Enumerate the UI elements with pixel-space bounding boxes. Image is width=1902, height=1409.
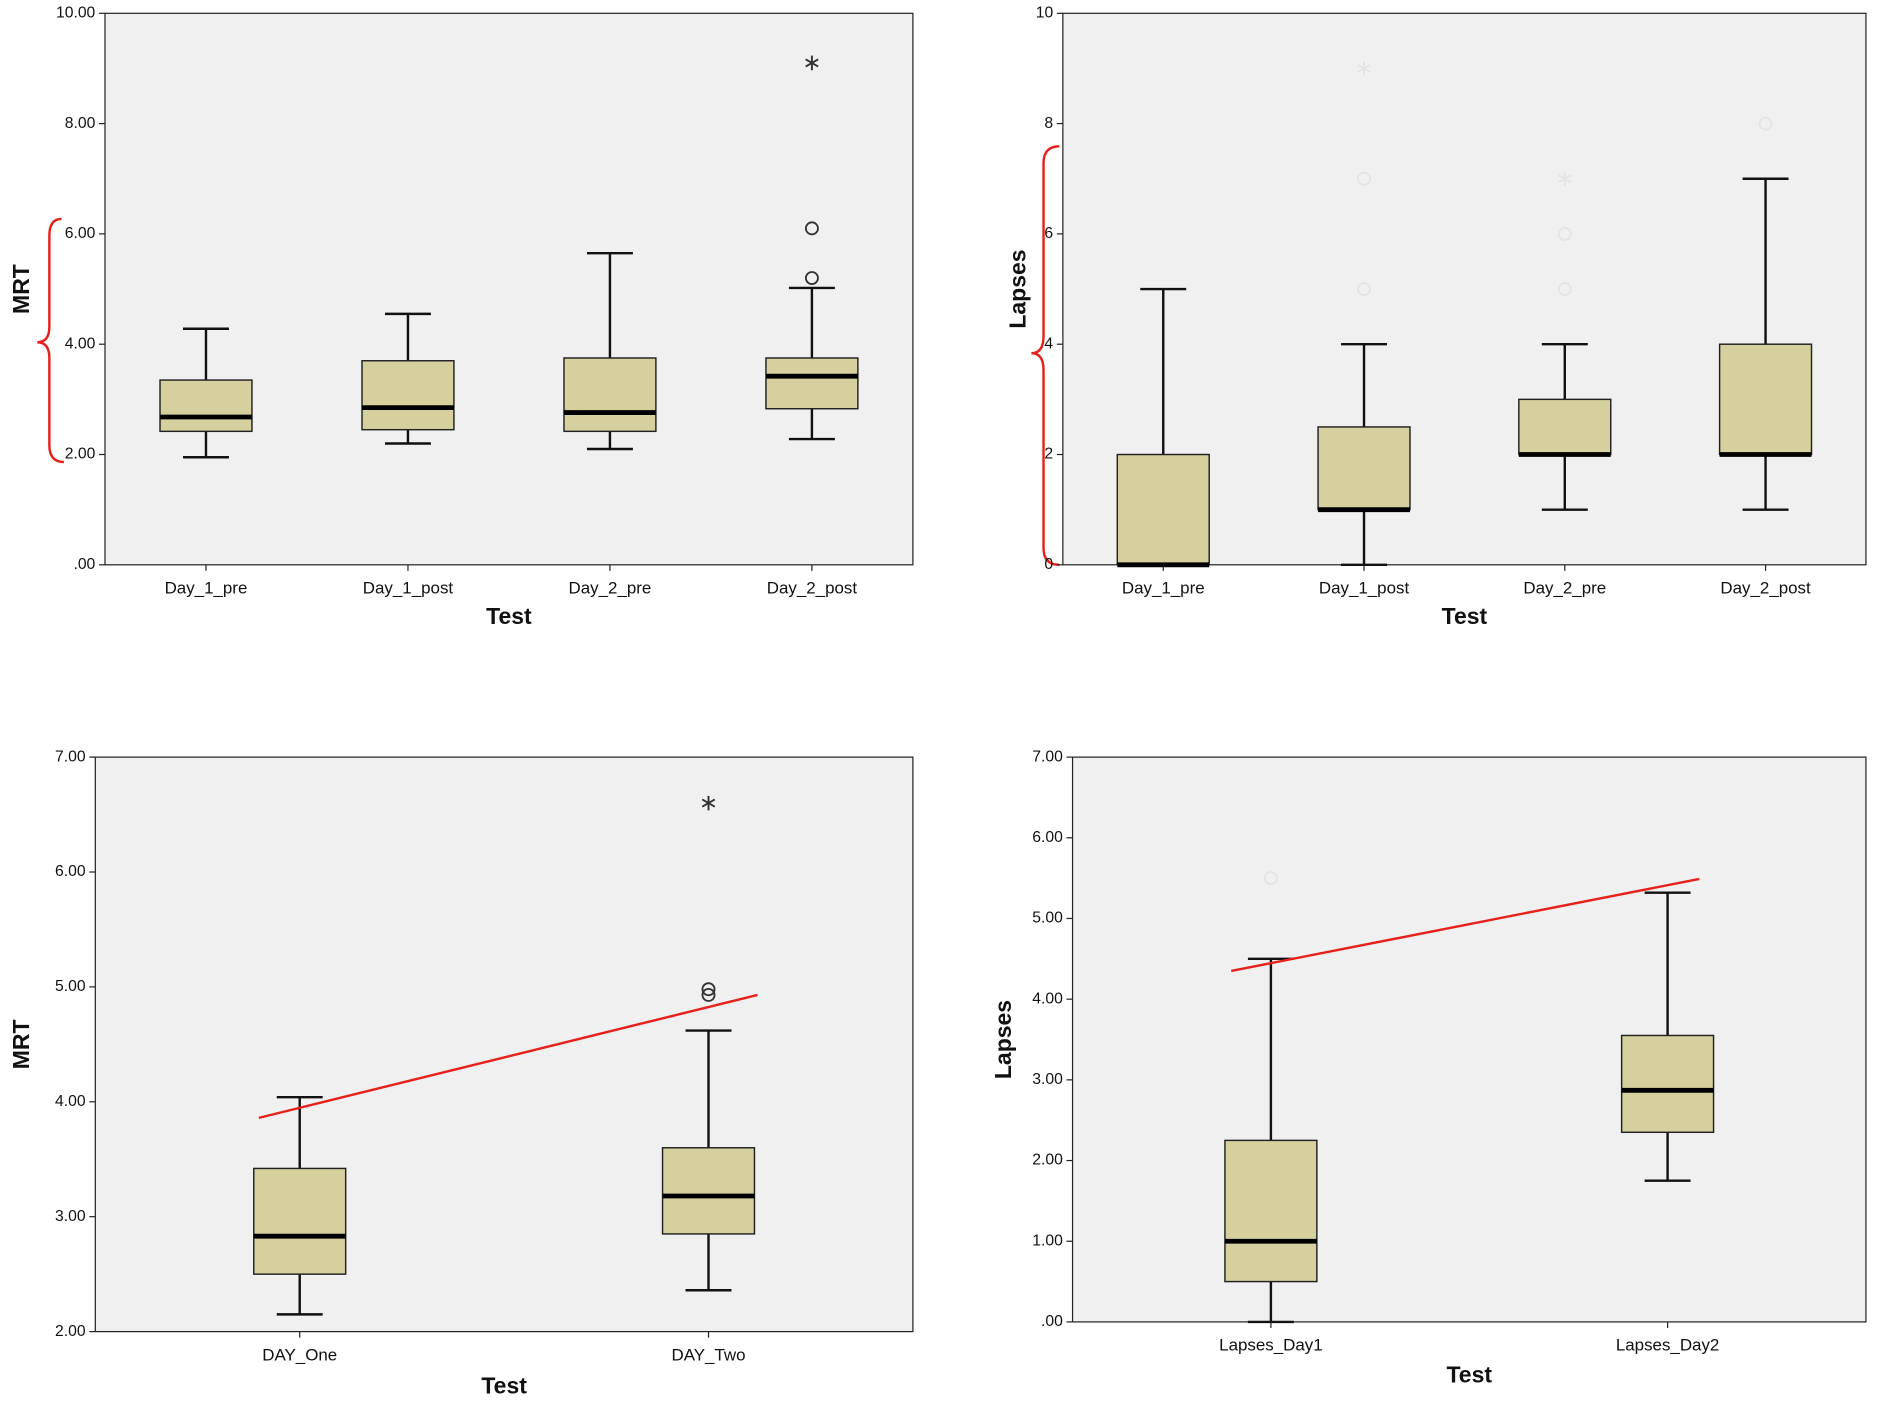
trend-line (1230, 877, 1700, 973)
y-tick-label: 1.00 (1032, 1232, 1063, 1249)
outlier (804, 221, 819, 236)
plot-area (1071, 756, 1867, 1323)
y-axis-title: MRT (8, 264, 34, 314)
y-tick-label: 2.00 (55, 1323, 86, 1340)
x-axis-title: Test (481, 1372, 527, 1398)
x-tick-label: Day_2_post (767, 578, 858, 597)
outlier (1357, 171, 1371, 186)
y-tick-label: 10.00 (56, 4, 96, 21)
y-tick-label: 5.00 (55, 978, 86, 995)
y-tick-label: 6.00 (55, 863, 86, 880)
y-tick-label: 2 (1044, 446, 1053, 463)
y-axis-title: MRT (8, 1019, 34, 1069)
x-tick-label: Day_2_post (1720, 578, 1811, 597)
y-tick-label: 8.00 (65, 115, 96, 132)
x-tick-label: Day_1_pre (165, 578, 248, 597)
y-tick-label: 6.00 (65, 225, 96, 242)
y-tick-label: 3.00 (1032, 1071, 1063, 1088)
outlier-extreme (805, 55, 819, 71)
x-tick-label: Day_1_post (363, 578, 454, 597)
y-tick-label: .00 (73, 556, 95, 573)
x-tick-label: Day_1_pre (1122, 578, 1205, 597)
y-tick-label: 8 (1044, 115, 1053, 132)
outlier (701, 982, 716, 997)
x-tick-label: Lapses_Day1 (1219, 1336, 1322, 1355)
x-tick-label: Day_2_pre (569, 578, 652, 597)
y-tick-label: 3.00 (55, 1208, 86, 1225)
brace (1031, 145, 1060, 567)
x-tick-label: Day_1_post (1319, 578, 1410, 597)
box (361, 360, 455, 431)
x-tick-label: Day_2_pre (1523, 578, 1606, 597)
brace (37, 217, 64, 464)
box (253, 1167, 347, 1275)
trend-line (258, 993, 758, 1120)
y-tick-label: 6.00 (1032, 829, 1063, 846)
y-tick-label: 4 (1044, 335, 1053, 352)
y-tick-label: 7.00 (1032, 748, 1063, 765)
outlier-extreme (1558, 171, 1572, 187)
y-tick-label: 4.00 (65, 335, 96, 352)
outlier (1557, 282, 1572, 297)
y-tick-label: 6 (1044, 225, 1053, 242)
x-tick-label: DAY_Two (672, 1345, 746, 1364)
box (661, 1147, 756, 1235)
y-tick-label: 5.00 (1032, 910, 1063, 927)
y-tick-label: 4.00 (55, 1093, 86, 1110)
plot-area (104, 12, 914, 566)
box (1317, 426, 1411, 511)
y-tick-label: 2.00 (65, 446, 96, 463)
outlier (804, 271, 819, 285)
x-tick-label: DAY_One (262, 1345, 337, 1364)
outlier-extreme (701, 795, 716, 811)
outlier (1557, 226, 1572, 241)
plot-area (94, 756, 914, 1333)
outlier (1758, 116, 1773, 131)
y-tick-label: 2.00 (1032, 1152, 1063, 1169)
outlier (1263, 871, 1278, 886)
x-axis-title: Test (486, 603, 532, 629)
box (1620, 1034, 1715, 1134)
box (1518, 398, 1612, 456)
box (1224, 1139, 1318, 1283)
y-tick-label: 7.00 (55, 748, 86, 765)
box (1116, 453, 1210, 566)
y-tick-label: 4.00 (1032, 990, 1063, 1007)
box (159, 379, 253, 433)
x-tick-label: Lapses_Day2 (1616, 1336, 1719, 1355)
y-axis-title: Lapses (1004, 249, 1030, 328)
x-axis-title: Test (1442, 603, 1488, 629)
y-axis-title: Lapses (990, 1000, 1016, 1079)
y-tick-label: 0 (1044, 556, 1053, 573)
x-axis-title: Test (1446, 1361, 1492, 1387)
outlier (701, 987, 716, 1002)
y-tick-label: .00 (1041, 1313, 1063, 1330)
box (563, 357, 657, 433)
box (1718, 343, 1813, 456)
y-tick-label: 10 (1036, 4, 1054, 21)
box (765, 357, 859, 410)
outlier (1357, 282, 1371, 297)
outlier-extreme (1357, 61, 1371, 76)
